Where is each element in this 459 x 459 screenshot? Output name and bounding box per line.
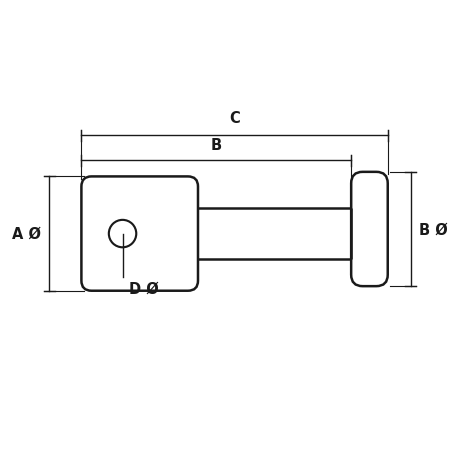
Text: A Ø: A Ø xyxy=(12,227,41,241)
Text: C: C xyxy=(229,111,240,126)
Text: B: B xyxy=(210,138,221,153)
Text: B Ø: B Ø xyxy=(418,222,447,237)
Text: D Ø: D Ø xyxy=(129,281,159,297)
